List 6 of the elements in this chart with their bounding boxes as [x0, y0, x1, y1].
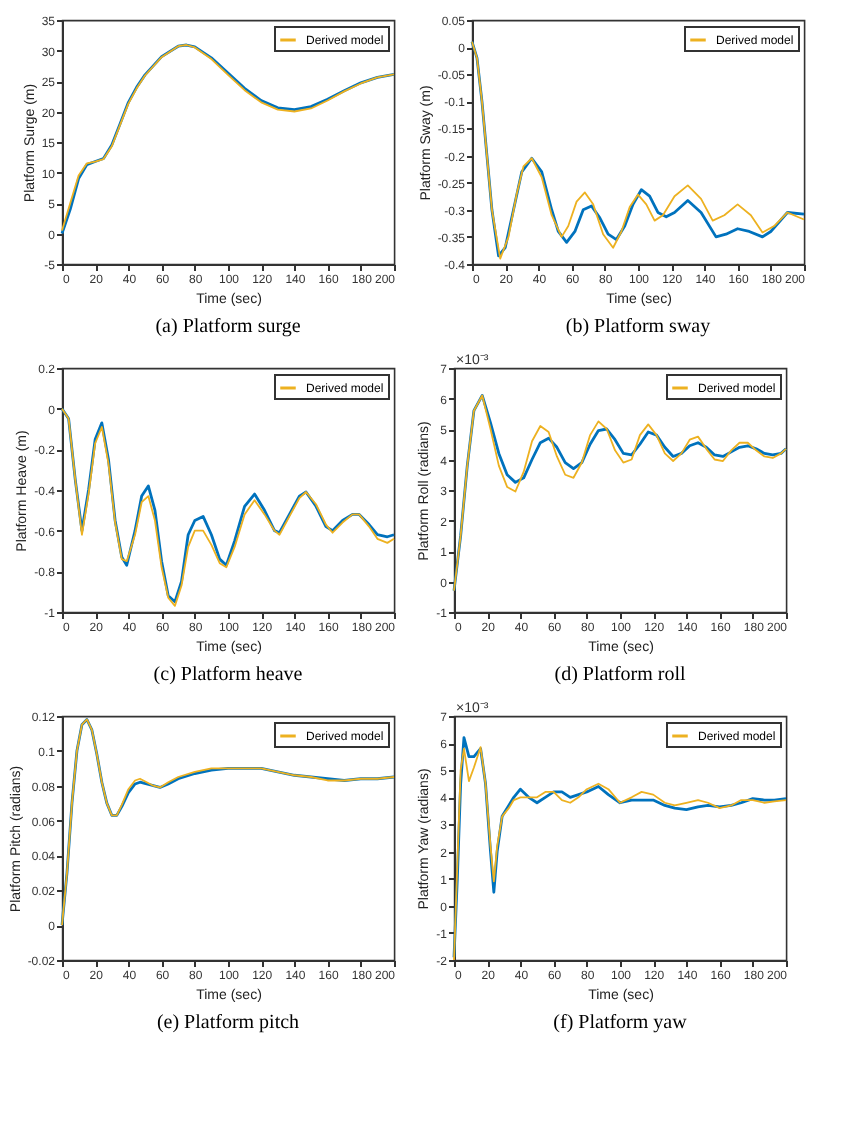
text: (f) Platform yaw	[553, 1012, 689, 1034]
text: (c) Platform heave	[153, 664, 304, 686]
text: (b) Platform sway	[565, 316, 711, 338]
text: (e) Platform pitch	[156, 1012, 300, 1034]
text: (a) Platform surge	[155, 316, 302, 338]
text: (d) Platform roll	[554, 664, 686, 686]
